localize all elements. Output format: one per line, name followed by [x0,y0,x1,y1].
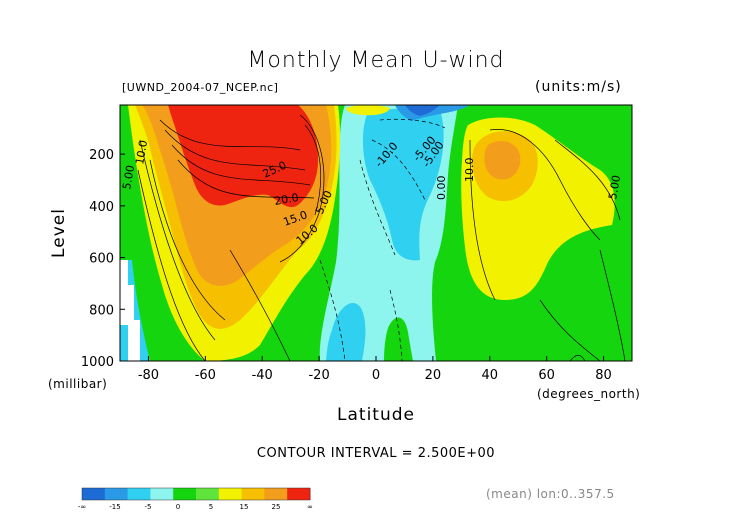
colorbar-swatch [150,488,174,500]
colorbar-swatch [173,488,197,500]
x-tick-label: -80 [138,368,159,383]
region-neg-5-10 [362,108,444,261]
x-tick-label: 40 [482,368,499,383]
colorbar-swatch [82,488,106,500]
colorbar-swatch [196,488,220,500]
clabel-2: 5.00 [120,164,137,190]
colorbar-label: 25 [272,503,281,511]
x-tick-label: 0 [372,368,380,383]
x-tick-label: -20 [308,368,329,383]
contour-lines [137,114,626,361]
clabel-13: 5.00 [606,174,623,200]
x-tick-label: -40 [252,368,273,383]
colorbar-frame [81,487,311,501]
averaging-note: (mean) lon:0..357.5 [486,487,615,501]
units-label: (units:m/s) [535,79,622,95]
y-axis-ticks: 200 400 600 800 1000 [81,148,125,370]
region-equator-top-yellow [346,105,390,116]
missing-data-1 [120,260,128,295]
region-neg-5-10-lower [326,302,366,361]
x-axis-unit: (degrees_north) [537,387,640,401]
colorbar-label: 15 [240,503,249,511]
clabel-1: 10.0 [133,139,150,165]
contour-interval-note: CONTOUR INTERVAL = 2.500E+00 [256,446,496,461]
x-tick-label: 60 [538,368,555,383]
clabel-4: 20.0 [273,191,299,208]
clabel-11: 0.00 [435,176,448,201]
chart-title: Monthly Mean U-wind [247,48,505,73]
x-axis-title: Latitude [337,405,415,425]
colorbar-label: 5 [209,503,213,511]
colorbar-swatch [104,488,129,500]
x-tick-label: 80 [595,368,612,383]
colorbar-swatch [218,488,243,500]
y-tick-label: 800 [89,303,114,318]
region-neg-15 [405,105,440,116]
x-tick-label: 20 [425,368,442,383]
x-axis-ticks: -80 -60 -40 -20 0 20 40 60 80 [138,356,612,383]
colorbar-swatch [287,488,311,500]
colorbar-label: -5 [145,503,152,511]
colorbar-label: ∞ [307,503,313,511]
file-label: [UWND_2004-07_NCEP.nc] [122,81,279,94]
y-axis-unit: (millibar) [48,377,107,391]
y-tick-label: 200 [89,148,114,163]
contour-lines-negative [319,118,446,361]
colorbar-swatch [241,488,265,500]
colorbar-swatch [264,488,288,500]
region-equator-green [384,317,413,361]
y-tick-label: 600 [89,252,114,267]
y-tick-label: 1000 [81,355,114,370]
colorbar-label: -15 [109,503,120,511]
contour-field: 10.0 5.00 25.0 20.0 15.0 10.0 5.00 -5.00… [120,105,632,361]
colorbar-swatch [127,488,151,500]
missing-data-2 [120,285,134,325]
x-tick-label: -60 [195,368,216,383]
colorbar-label: 0 [176,503,180,511]
y-tick-label: 400 [89,200,114,215]
y-axis-title: Level [49,208,69,258]
region-north-20-25 [484,140,521,180]
clabel-12: 10.0 [463,158,476,183]
missing-data-3 [128,320,140,361]
colorbar-label: -∞ [78,503,86,511]
colorbar: -∞ -15 -5 0 5 15 25 ∞ [78,487,313,511]
